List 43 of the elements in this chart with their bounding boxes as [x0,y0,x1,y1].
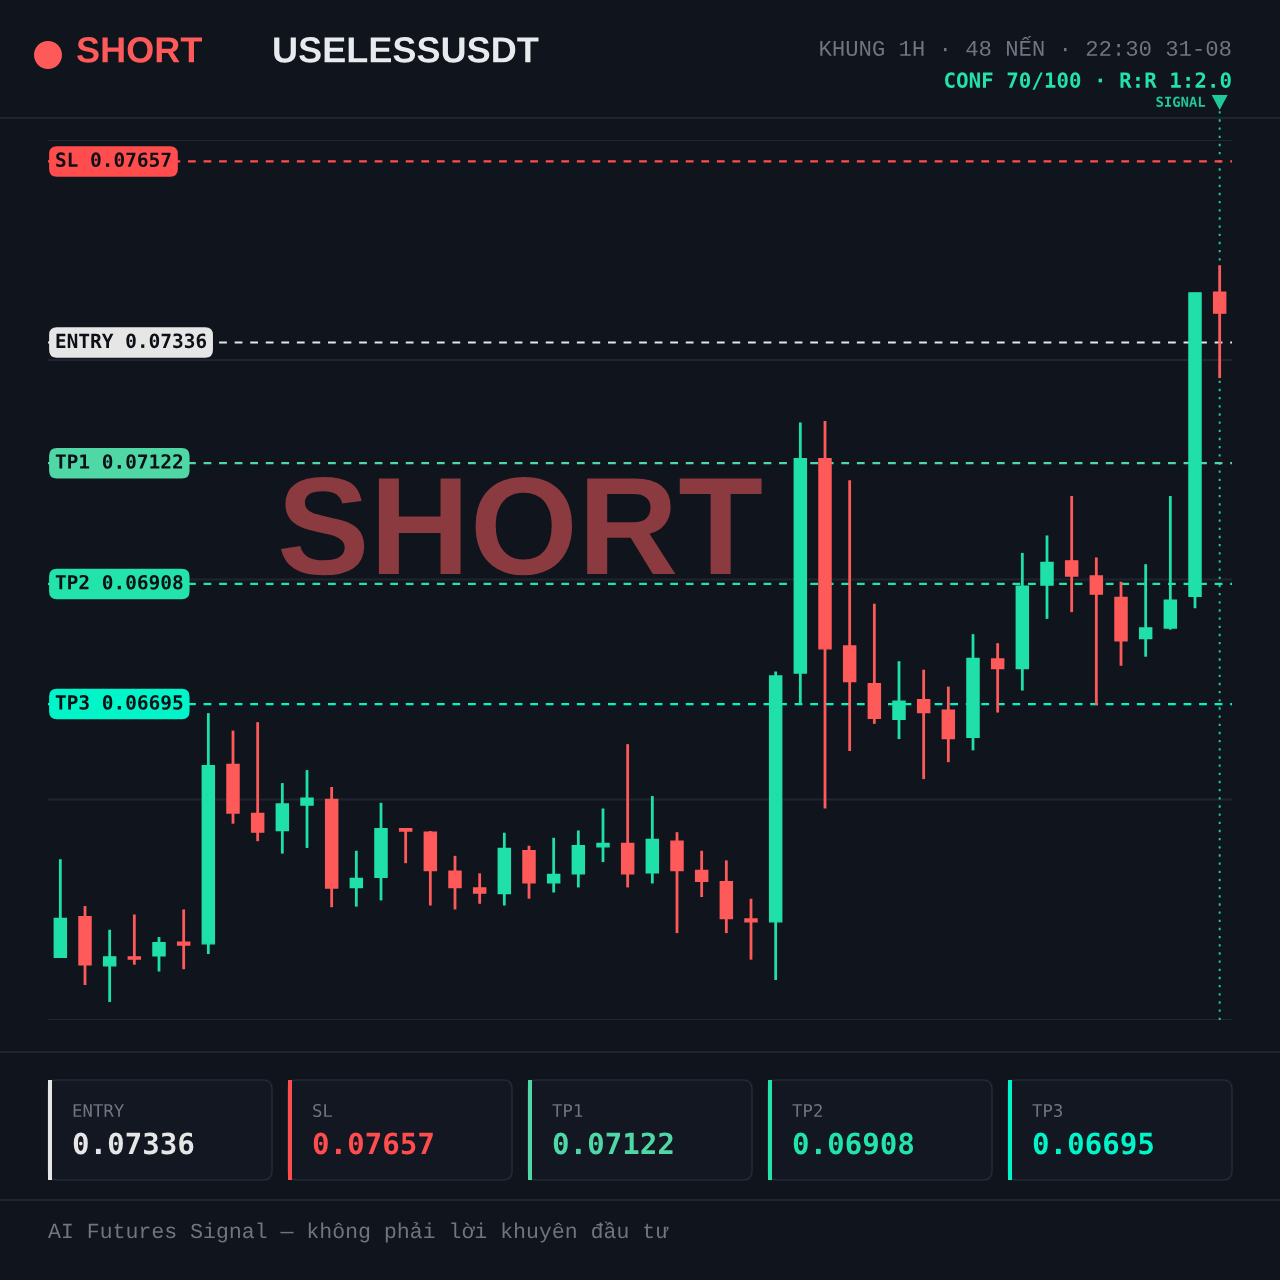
candlestick [990,641,1005,714]
text: TP3 [1032,1103,1063,1118]
candlestick [398,826,413,865]
candlestick [250,720,265,843]
candlestick [349,849,364,909]
candlestick [102,928,117,1004]
text: TP1 [552,1104,583,1117]
candlestick [1212,263,1227,380]
candlestick [1064,494,1079,614]
candlestick [694,849,709,899]
ref-line-label: SL 0.07657 [56,152,171,168]
candlestick [127,913,142,967]
candlestick [300,768,314,850]
chart-subtitle: KHUNG 1H · 48 NẾN · 22:30 31-08 [820,36,1231,56]
candlestick [176,908,191,971]
candlestick [916,668,931,781]
chart-title: USELESSUSDT [274,37,539,63]
text: CONF 70/100 · R:R 1:2.0 [945,72,1231,90]
text: SIGNAL [1156,96,1206,108]
text: 0.07657 [313,1132,433,1155]
candlestick [1040,534,1054,621]
candlestick [1089,556,1104,707]
ref-line-label: TP3 0.06695 [55,695,183,710]
text: TP2 [792,1103,822,1117]
text: SHORT [77,37,202,63]
candlestick [448,854,462,911]
candlestick [744,897,758,962]
text: AI Futures Signal — không phải lời khuyên đầu tư [48,1221,669,1243]
annotation: SHORT [280,477,762,576]
candlestick [546,836,561,894]
text: ENTRY [73,1104,124,1117]
text: SL [313,1103,333,1118]
ref-line-label: TP1 0.07122 [55,454,183,469]
candlestick [596,807,610,864]
candlestick [892,659,906,741]
candlestick [152,935,166,973]
text: 0.07122 [553,1132,673,1155]
ref-line-label: ENTRY 0.07336 [56,333,207,349]
ref-line-label: TP2 0.06908 [55,574,183,590]
text: 0.06908 [793,1132,914,1155]
text: 0.07336 [73,1132,194,1155]
candlestick [472,871,487,906]
text: 0.06695 [1033,1132,1153,1155]
